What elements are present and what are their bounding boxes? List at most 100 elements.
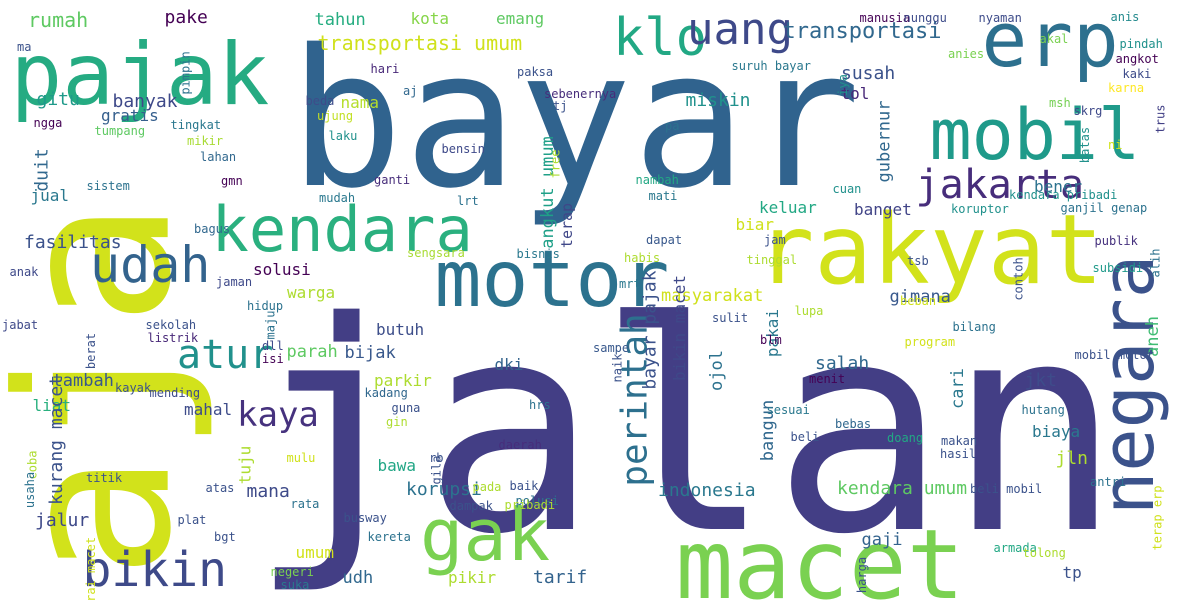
cloud-word-anies: anies (948, 47, 985, 61)
cloud-word-anak: anak (9, 265, 39, 279)
cloud-word-dampak: dampak (449, 499, 493, 513)
cloud-word-banget: banget (854, 200, 912, 219)
cloud-word-kendara: kendara (211, 193, 473, 266)
cloud-word-gimana: gimana (889, 286, 951, 307)
cloud-word-jabat: jabat (2, 318, 39, 332)
cloud-word-mending: mending (149, 386, 201, 400)
cloud-word-listrik: listrik (147, 331, 199, 345)
cloud-word-jalan: jalan (248, 261, 1122, 598)
cloud-word-cuan: cuan (832, 182, 862, 196)
cloud-word-gaji: gaji (861, 529, 903, 550)
cloud-word-emang: emang (496, 9, 545, 28)
cloud-word-mudah: mudah (319, 191, 356, 205)
cloud-word-tol: tol (840, 84, 870, 103)
cloud-word-polusi: polusi (515, 494, 559, 508)
cloud-word-ma: ma (17, 40, 32, 54)
cloud-word-manusia: manusia (859, 11, 911, 25)
cloud-word-mana: mana (246, 481, 290, 502)
cloud-word-masyarakat: masyarakat (661, 285, 764, 306)
cloud-word-tinggal: tinggal (746, 253, 798, 267)
cloud-word-mobil-motor: mobil motor (1074, 348, 1154, 362)
cloud-word-lrt: lrt (457, 194, 479, 208)
cloud-word-nunggu: nunggu (903, 11, 947, 25)
cloud-word-tsb: tsb (907, 254, 929, 268)
cloud-word-alih: alih (1147, 248, 1162, 278)
cloud-word-dki: dki (494, 355, 524, 374)
cloud-word-rb: rb (429, 451, 444, 465)
cloud-word-daerah: daerah (498, 438, 542, 452)
cloud-word-hidup: hidup (247, 299, 284, 313)
cloud-word-gmn: gmn (221, 174, 243, 188)
cloud-word-suka: suka (280, 578, 310, 592)
cloud-word-pindah: pindah (1119, 37, 1163, 51)
cloud-word-habis: habis (624, 251, 661, 265)
cloud-word-pada: pada (472, 480, 502, 494)
cloud-word-ngga: ngga (33, 116, 63, 130)
cloud-word-anis: anis (1110, 10, 1140, 24)
cloud-word-banyak: banyak (112, 91, 178, 112)
cloud-word-ganti: ganti (374, 173, 411, 187)
cloud-word-pa: pa (665, 119, 680, 133)
cloud-word-bagus: bagus (194, 222, 231, 236)
cloud-word-jam: jam (764, 233, 786, 247)
cloud-word-mulu: mulu (286, 451, 316, 465)
cloud-word-solusi: solusi (253, 260, 311, 279)
cloud-word-titik: titik (86, 471, 123, 485)
cloud-word-jaman: jaman (216, 275, 253, 289)
cloud-word-cari: cari (947, 367, 968, 409)
cloud-word-biar: biar (735, 215, 775, 234)
cloud-word-dapat: dapat (646, 233, 683, 247)
cloud-word-kadang: kadang (364, 386, 408, 400)
cloud-word-baik: baik (509, 479, 539, 493)
cloud-word-bilang: bilang (952, 320, 996, 334)
cloud-word-mobil: mobil (929, 94, 1141, 176)
cloud-word-angkot: angkot (1115, 52, 1159, 66)
cloud-word-pake: pake (164, 7, 208, 28)
cloud-word-skrg: skrg (1073, 104, 1103, 118)
cloud-word-ni: ni (1108, 138, 1123, 152)
cloud-word-gak: gak (420, 493, 551, 577)
cloud-word-parah: parah (286, 341, 338, 362)
cloud-word-korupsi: korupsi (406, 479, 482, 500)
cloud-word-atur: atur (177, 332, 274, 378)
cloud-word-umum: umum (295, 543, 335, 562)
cloud-word-tarif: tarif (533, 567, 588, 588)
cloud-word-gubernur: gubernur (874, 100, 895, 182)
cloud-word-hari: hari (370, 62, 400, 76)
cloud-word-tingkat: tingkat (170, 118, 222, 132)
cloud-word-hutang: hutang (1021, 403, 1065, 417)
cloud-word-tumpang: tumpang (94, 124, 146, 138)
cloud-word-koruptor: koruptor (951, 202, 1009, 216)
cloud-word-atas: atas (205, 481, 235, 495)
cloud-word-plat: plat (177, 513, 207, 527)
cloud-word-bijak: bijak (344, 342, 396, 363)
cloud-word-macet: macet (675, 509, 965, 601)
cloud-word-aj: aj (403, 84, 418, 98)
cloud-word-pajak: pajak (10, 25, 270, 125)
cloud-word-ujung: ujung (317, 109, 354, 123)
cloud-word-isi: isi (262, 352, 284, 366)
cloud-word-fasilitas: fasilitas (24, 232, 122, 253)
cloud-word-paksa: paksa (517, 65, 554, 79)
cloud-word-rata: rata (290, 497, 320, 511)
cloud-word-batas: batas (1078, 126, 1093, 164)
cloud-word-gila: gila (428, 455, 443, 485)
cloud-word-udah: udah (90, 236, 211, 294)
cloud-word-bensin: bensin (441, 142, 485, 156)
cloud-word-ganjil-genap: ganjil genap (1060, 201, 1148, 215)
cloud-word-bawa: bawa (377, 456, 417, 475)
cloud-word-usaha: usaha (23, 471, 38, 509)
cloud-word-beban: beban (900, 294, 937, 308)
cloud-word-sebenernya: sebenernya (544, 87, 617, 101)
cloud-word-trus: trus (1152, 104, 1167, 134)
cloud-word-bisnis: bisnis (516, 247, 560, 261)
cloud-word-klo: klo (613, 8, 707, 68)
cloud-word-erp: erp (981, 0, 1119, 84)
cloud-word-nambah: nambah (635, 173, 679, 187)
cloud-word-armada: armada (993, 541, 1037, 555)
cloud-word-iya: iya (835, 74, 850, 96)
cloud-word-pribadi: pribadi (504, 498, 556, 512)
cloud-word-naik: naik (609, 353, 624, 383)
cloud-word-contoh: contoh (1011, 257, 1026, 301)
